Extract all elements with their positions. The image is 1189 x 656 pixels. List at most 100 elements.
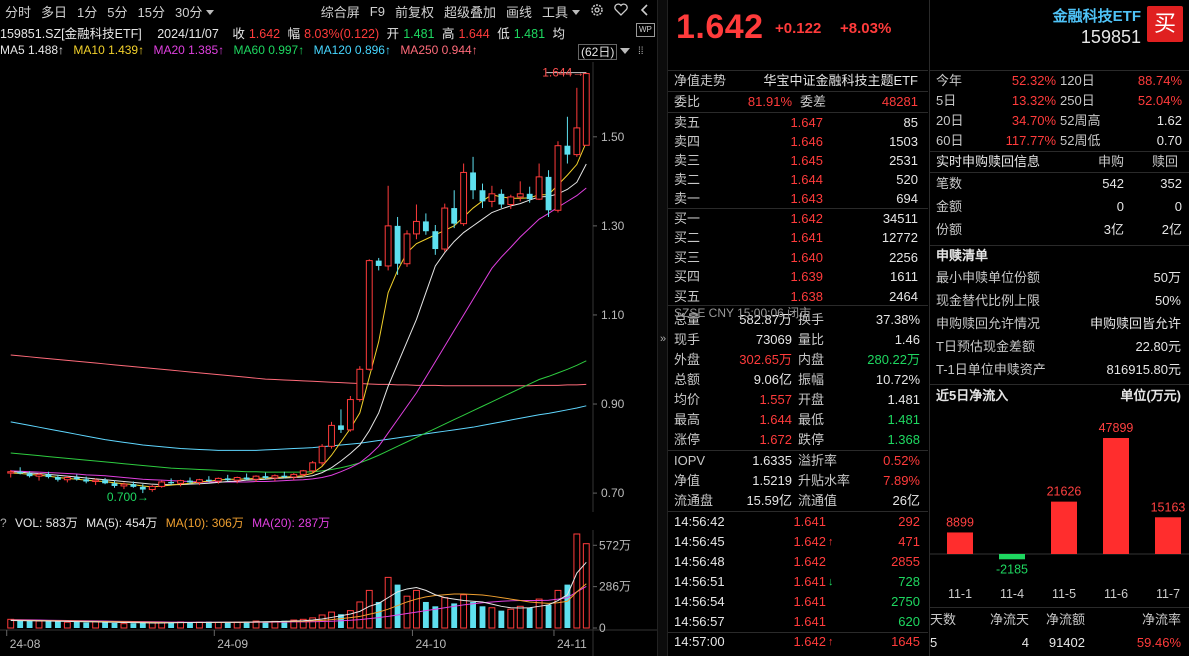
inflow-date-label: 11-6 [1104,587,1128,601]
bid-price[interactable]: 1.641 [790,230,823,246]
tab-1min[interactable]: 1分 [77,4,98,20]
forward-adjust-button[interactable]: 前复权 [394,4,434,20]
ask-level-label: 卖二 [674,172,701,187]
collapse-icon[interactable]: ? [0,516,7,530]
volume-bar [365,589,373,629]
stat-label: 跌停 [798,432,825,447]
chevron-down-icon[interactable] [620,48,630,59]
volume-bar [252,620,260,629]
flow-summary-value: 4 [1021,635,1029,650]
super-overlay-button[interactable]: 超级叠加 [443,4,496,20]
bid-volume: 12772 [881,230,918,246]
stat-label: 量比 [798,332,825,347]
volume-bar [375,601,382,628]
inflow-date-label: 11-5 [1052,587,1076,601]
candle [196,479,203,483]
volume-bar [479,606,486,628]
ma120-line [10,405,587,451]
webi-label: 委比 [674,94,701,109]
weicha-value: 48281 [881,94,918,109]
volume-bar [148,622,156,629]
redeem-value: 0 [1174,199,1182,214]
tab-30min[interactable]: 30分 [170,2,219,21]
tab-intraday[interactable]: 分时 [5,4,32,20]
ask-price[interactable]: 1.644 [790,172,823,187]
composite-screen-button[interactable]: 综合屏 [320,4,360,20]
inflow-bar [1103,438,1129,554]
kline-chart[interactable]: 1.50 1.30 1.10 0.90 0.70 1.644→ 0.700→ [0,62,657,512]
tick-time: 14:56:42 [674,514,725,529]
candle [130,484,137,487]
flow-summary-header: 净流额 [1045,612,1085,627]
volume-bar [17,620,24,628]
volume-bar [139,622,146,628]
draw-line-button[interactable]: 画线 [505,4,532,20]
sub-row-label: 金额 [936,199,963,214]
grip-icon[interactable]: ⁞⁞ [638,46,644,57]
volume-bar [35,620,43,629]
flow-title: 近5日净流入 [936,388,1009,403]
arrow-up-icon: ↑ [828,536,834,548]
f9-button[interactable]: F9 [369,3,385,19]
nav-trend-link[interactable]: 净值走势 [674,73,727,88]
perf-value: 88.74% [1137,73,1182,88]
bid-price[interactable]: 1.640 [790,249,823,265]
tab-5min[interactable]: 5分 [107,4,128,20]
high-label: 高 [441,27,455,41]
back-icon[interactable] [633,3,657,20]
ask-price[interactable]: 1.645 [790,153,823,168]
ma10-line [10,163,587,486]
candle [526,193,533,200]
volume-bar [54,621,61,628]
ma-legend: MA5 1.488↑ MA10 1.439↑ MA20 1.385↑ MA60 … [0,43,657,61]
bid-price[interactable]: 1.642 [790,211,823,226]
perf-label: 5日 [936,93,957,108]
candle [252,475,260,480]
open-label: 开 [386,27,400,41]
iopv-value: 26亿 [892,493,920,508]
security-code: 159851.SZ[金融科技ETF] [0,27,142,41]
vol-ma5-legend: MA(5): 454万 [86,516,158,530]
inflow-value-label: 8899 [946,515,974,529]
volume-bar [290,619,298,629]
candle [120,483,128,487]
arrow-up-icon: ↑ [828,636,834,648]
expand-icon[interactable]: » [660,333,667,345]
tab-multiday[interactable]: 多日 [41,4,68,20]
candle [338,425,344,430]
gear-icon[interactable] [585,3,609,20]
buy-button[interactable]: 买 [1147,6,1183,42]
stat-value: 10.72% [875,372,920,387]
bid-level-label: 买一 [674,211,701,226]
tab-15min[interactable]: 15分 [137,4,165,20]
tools-button[interactable]: 工具 [537,2,585,21]
inflow-date-label: 11-1 [948,587,972,601]
volume-chart[interactable]: 572万 286万 0 24-08 24-09 24-10 24-11 [0,530,657,656]
wp-badge[interactable]: WP [636,23,655,37]
candle [582,73,590,146]
iopv-value: 1.5219 [752,473,792,488]
inflow-value-label: 15163 [1151,500,1186,514]
redeem-value: 352 [1160,176,1182,191]
inflow-value-label: -2185 [996,562,1028,576]
flow-summary-value: 59.46% [1136,635,1181,650]
ask-price[interactable]: 1.643 [790,191,823,206]
heart-icon[interactable] [609,3,633,19]
candle [554,145,562,211]
volume-bar [413,589,420,629]
panel-splitter[interactable]: » [657,0,668,656]
iopv-label: 流通值 [798,493,838,508]
bid-price[interactable]: 1.638 [790,288,823,304]
stat-label: 内盘 [798,352,825,367]
candle [187,480,193,483]
candle [177,480,184,484]
bid-level-label: 买二 [674,230,701,246]
ask-price[interactable]: 1.646 [790,134,823,149]
candle [281,475,288,478]
ask-volume: 85 [903,115,918,130]
ask-price[interactable]: 1.647 [790,115,823,130]
candle [413,220,420,235]
bid-price[interactable]: 1.639 [790,269,823,285]
fund-full-name: 华宝中证金融科技主题ETF [763,73,918,88]
period-selector[interactable]: (62日) [578,44,618,60]
